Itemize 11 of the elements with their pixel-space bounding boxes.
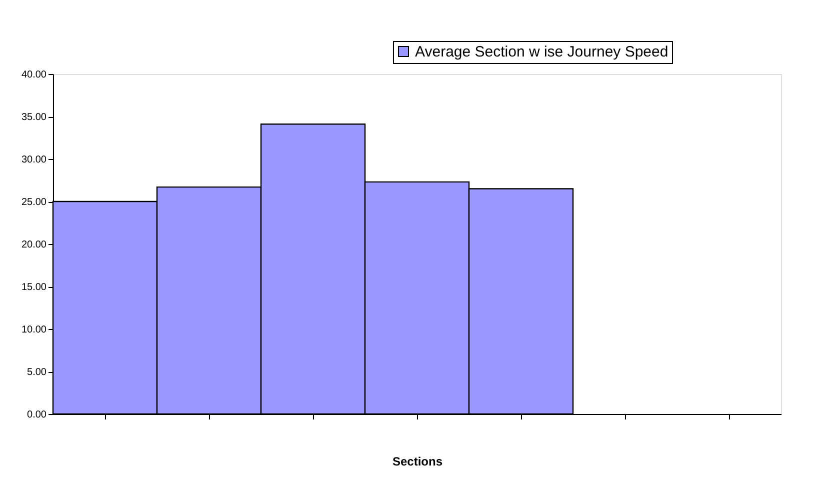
y-tick-label: 40.00	[21, 70, 47, 80]
y-tick-label: 35.00	[21, 112, 47, 123]
y-tick-label: 0.00	[27, 410, 47, 420]
legend-label: Average Section w ise Journey Speed	[415, 44, 668, 60]
x-axis-title: Sections	[392, 454, 443, 468]
y-tick-label: 25.00	[21, 197, 47, 208]
y-tick-label: 5.00	[27, 367, 47, 378]
y-tick-label: 15.00	[21, 282, 47, 293]
y-tick-label: 10.00	[21, 324, 47, 336]
y-tick-label: 20.00	[21, 240, 47, 250]
y-tick-label: 30.00	[21, 154, 47, 166]
